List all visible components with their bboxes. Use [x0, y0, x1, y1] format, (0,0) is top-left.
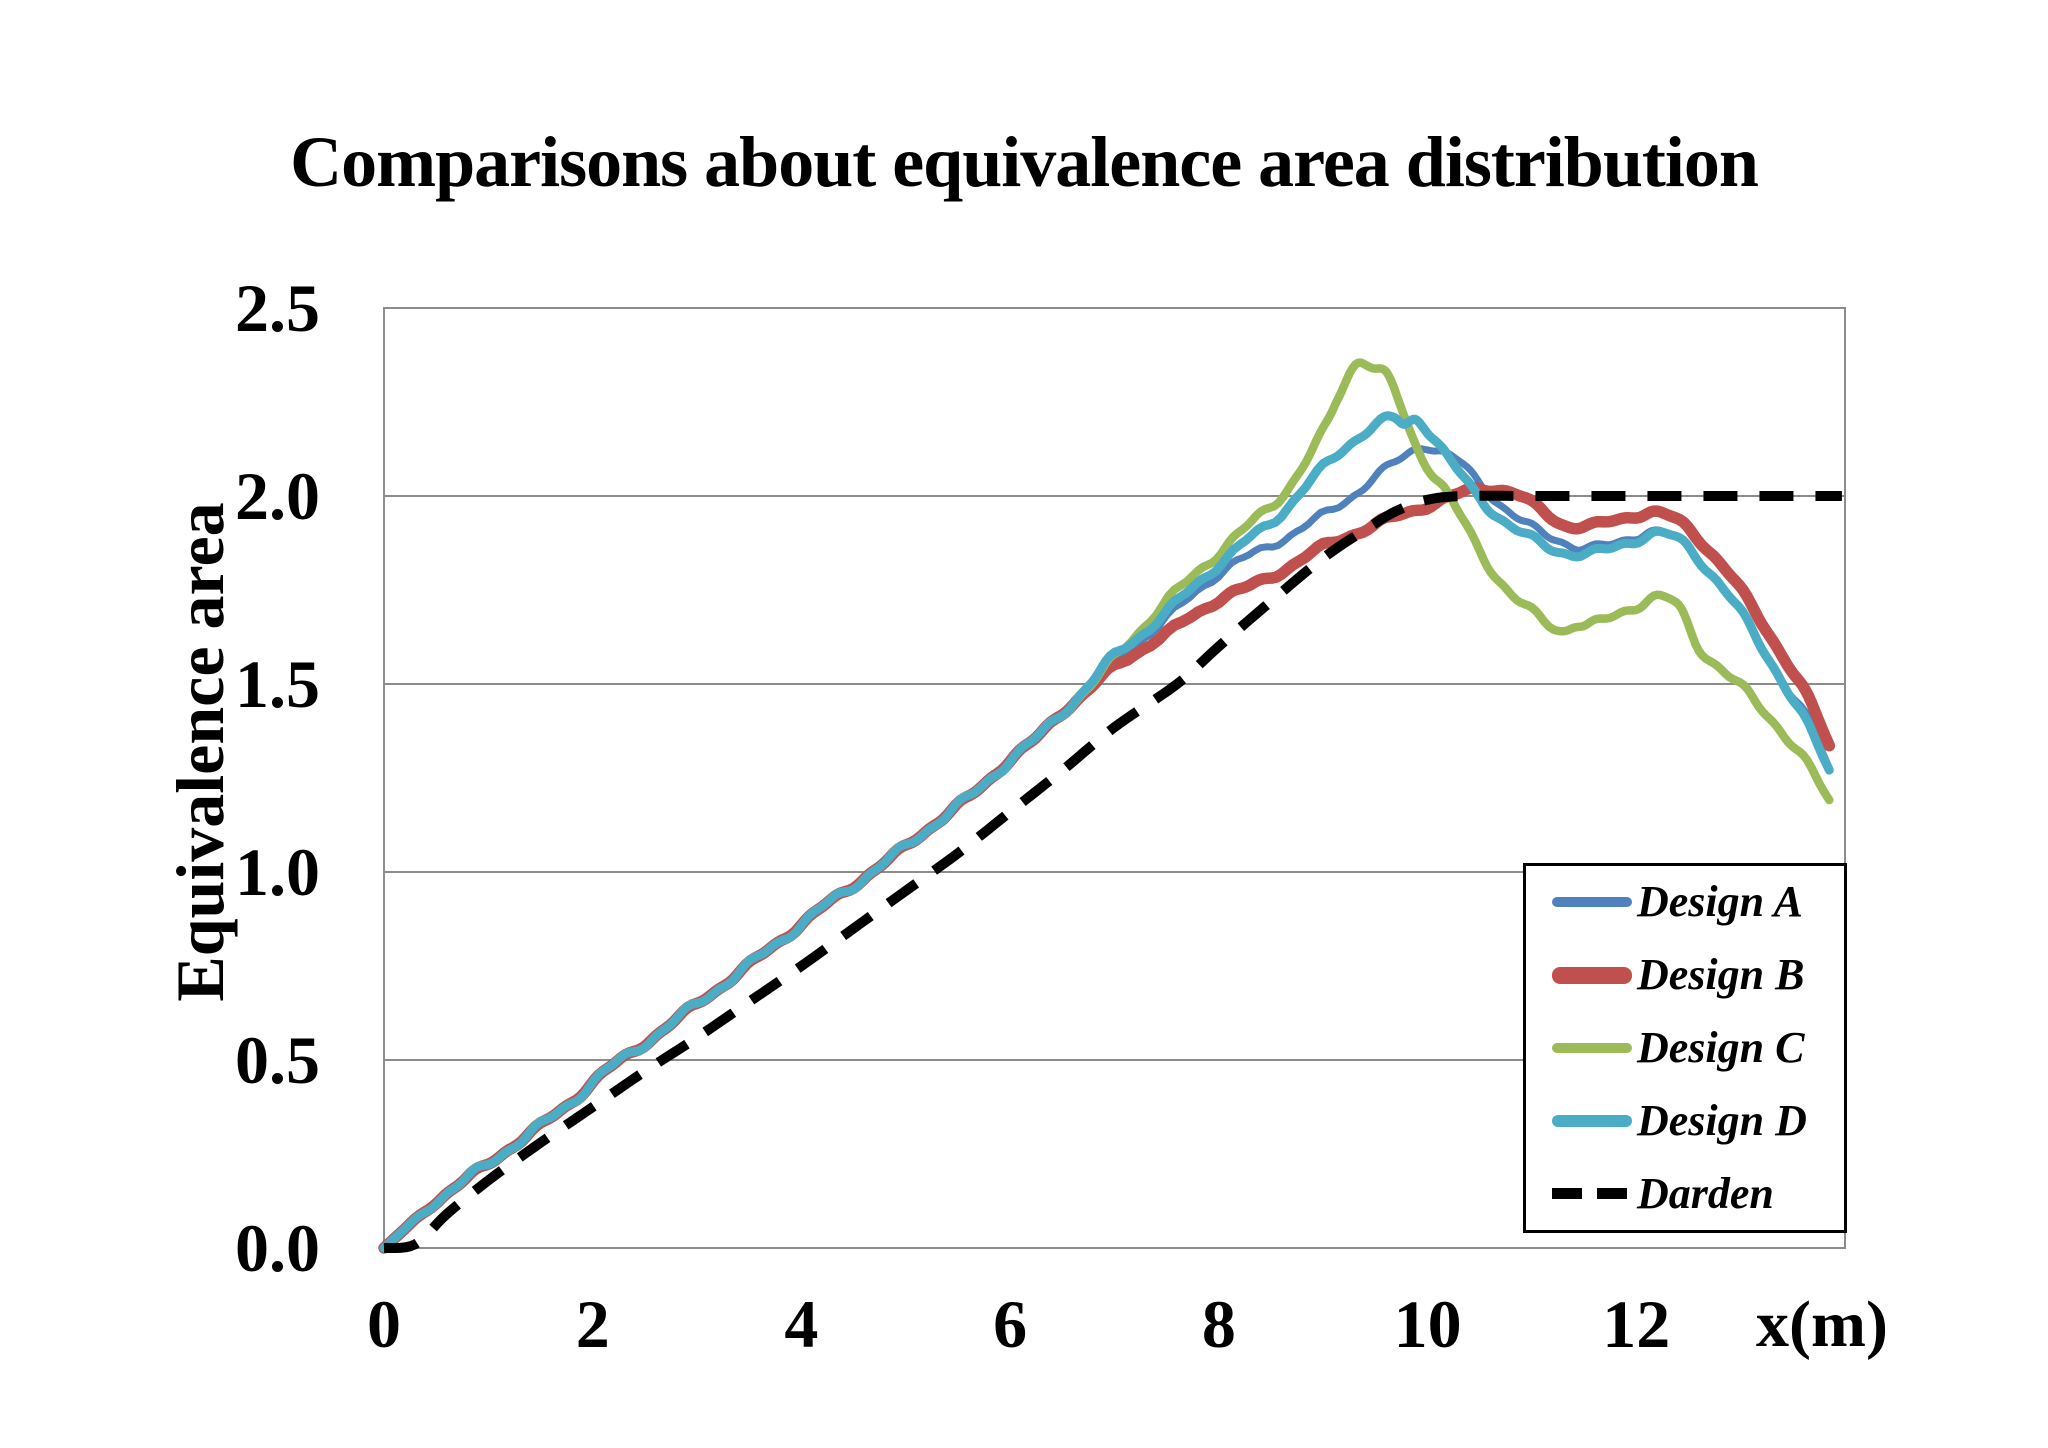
x-tick-label-12: 12: [1602, 1286, 1671, 1362]
legend-label-design-d: Design D: [1637, 1095, 1807, 1145]
x-tick-label-0: 0: [367, 1286, 401, 1362]
y-tick-label-0.5: 0.5: [235, 1022, 320, 1098]
y-tick-label-0.0: 0.0: [235, 1210, 320, 1286]
legend: Design A Design B Design C Design D Darden: [1523, 863, 1847, 1233]
design-c-line-swatch-icon: [1552, 1042, 1632, 1053]
y-tick-label-2.0: 2.0: [235, 458, 320, 534]
series-line-darden: [381, 490, 1842, 1253]
legend-label-design-c: Design C: [1637, 1022, 1805, 1072]
y-tick-label-1.0: 1.0: [235, 834, 320, 910]
x-tick-label-6: 6: [993, 1286, 1028, 1362]
y-axis-title: Equivalence area: [162, 502, 238, 1002]
legend-label-design-a: Design A: [1637, 877, 1803, 927]
legend-label-darden: Darden: [1637, 1168, 1774, 1218]
legend-swatch-box-design-a: [1552, 897, 1632, 908]
legend-item-design-c: Design C: [1526, 1012, 1844, 1085]
design-b-line-swatch-icon: [1552, 966, 1632, 984]
legend-item-design-d: Design D: [1526, 1084, 1844, 1157]
design-a-line-swatch-icon: [1552, 897, 1632, 908]
plot-border: [383, 307, 1846, 1249]
x-tick-label-4: 4: [784, 1286, 819, 1362]
legend-swatch-box-design-d: [1552, 1114, 1632, 1127]
legend-swatch-box-darden: [1552, 1188, 1632, 1200]
y-tick-label-1.5: 1.5: [235, 646, 320, 722]
legend-swatch-box-design-c: [1552, 1042, 1632, 1053]
legend-item-design-b: Design B: [1526, 939, 1844, 1012]
x-axis-title: x(m): [1756, 1288, 1888, 1361]
legend-item-design-a: Design A: [1526, 866, 1844, 939]
y-tick-label-2.5: 2.5: [235, 270, 320, 346]
series-line-design-d: [379, 411, 1834, 1253]
legend-swatch-box-design-b: [1552, 966, 1632, 984]
chart-title: Comparisons about equivalence area distr…: [290, 122, 1759, 202]
x-tick-label-10: 10: [1393, 1286, 1462, 1362]
legend-item-darden: Darden: [1526, 1157, 1844, 1230]
design-d-line-swatch-icon: [1552, 1114, 1632, 1127]
x-tick-label-8: 8: [1201, 1286, 1236, 1362]
legend-label-design-b: Design B: [1637, 950, 1805, 1000]
x-tick-label-2: 2: [575, 1286, 610, 1362]
darden-line-swatch-icon: [1552, 1188, 1632, 1200]
